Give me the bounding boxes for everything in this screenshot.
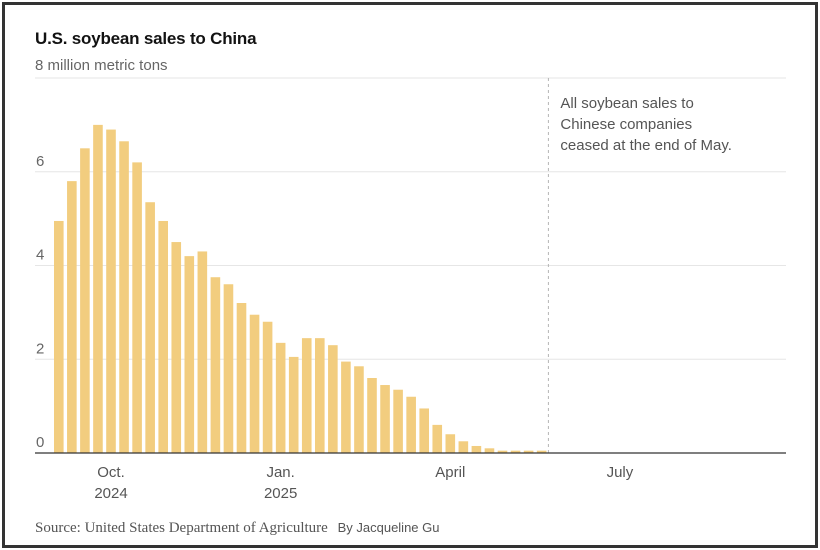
bar-week-3 — [80, 148, 90, 453]
bar-week-8 — [145, 202, 155, 453]
y-tick-label-6: 6 — [36, 153, 44, 170]
bar-week-33 — [471, 445, 482, 453]
bar-week-17 — [262, 321, 273, 453]
x-tick-sublabel-2025: 2025 — [264, 485, 297, 502]
bar-week-25 — [367, 378, 377, 453]
unit-label: 8 million metric tons — [35, 57, 168, 74]
bar-week-32 — [458, 441, 469, 453]
bar-week-7 — [132, 162, 142, 453]
bar-week-28 — [406, 396, 416, 453]
bar-week-6 — [119, 141, 129, 453]
bar-week-9 — [158, 220, 168, 453]
annotation-line-3: ceased at the end of May. — [560, 137, 732, 154]
source-text: Source: United States Department of Agri… — [35, 520, 328, 536]
bar-week-21 — [315, 338, 325, 453]
x-tick-label-april: April — [435, 464, 465, 481]
bar-week-34 — [484, 448, 495, 453]
chart-title: U.S. soybean sales to China — [35, 29, 257, 48]
annotation-line-2: Chinese companies — [560, 116, 692, 133]
bar-week-16 — [249, 314, 260, 453]
bar-week-11 — [184, 256, 195, 453]
x-tick-label-july: July — [607, 464, 634, 481]
bar-week-1 — [54, 220, 64, 453]
y-tick-label-0: 0 — [36, 434, 44, 451]
bar-week-4 — [93, 124, 103, 453]
bar-week-36 — [510, 450, 521, 453]
bar-week-18 — [275, 342, 286, 453]
byline: By Jacqueline Gu — [337, 520, 440, 535]
bar-week-22 — [328, 345, 338, 453]
x-tick-label-jan: Jan. — [266, 464, 294, 481]
bar-week-37 — [523, 450, 534, 453]
bar-week-23 — [341, 361, 351, 453]
annotation-line-1: All soybean sales to — [560, 95, 693, 112]
x-tick-label-oct: Oct. — [97, 464, 125, 481]
bar-week-29 — [419, 408, 429, 453]
bar-week-30 — [432, 424, 443, 453]
bar-week-38 — [536, 450, 547, 453]
bar-week-24 — [354, 366, 364, 453]
bar-week-15 — [236, 303, 247, 453]
bar-week-20 — [301, 338, 312, 453]
x-tick-sublabel-2024: 2024 — [94, 485, 127, 502]
bar-week-27 — [393, 389, 403, 453]
bar-week-14 — [223, 284, 234, 453]
bar-week-2 — [67, 181, 77, 453]
bar-week-26 — [380, 385, 390, 453]
bar-week-5 — [106, 129, 116, 453]
bar-week-12 — [197, 251, 208, 453]
source-line: Source: United States Department of Agri… — [35, 520, 440, 537]
bar-week-10 — [171, 242, 182, 453]
bar-week-35 — [497, 450, 508, 453]
y-tick-label-2: 2 — [36, 340, 44, 357]
bar-week-19 — [288, 356, 299, 453]
bar-week-31 — [445, 434, 456, 453]
y-tick-label-4: 4 — [36, 247, 44, 264]
bar-week-13 — [210, 277, 221, 453]
